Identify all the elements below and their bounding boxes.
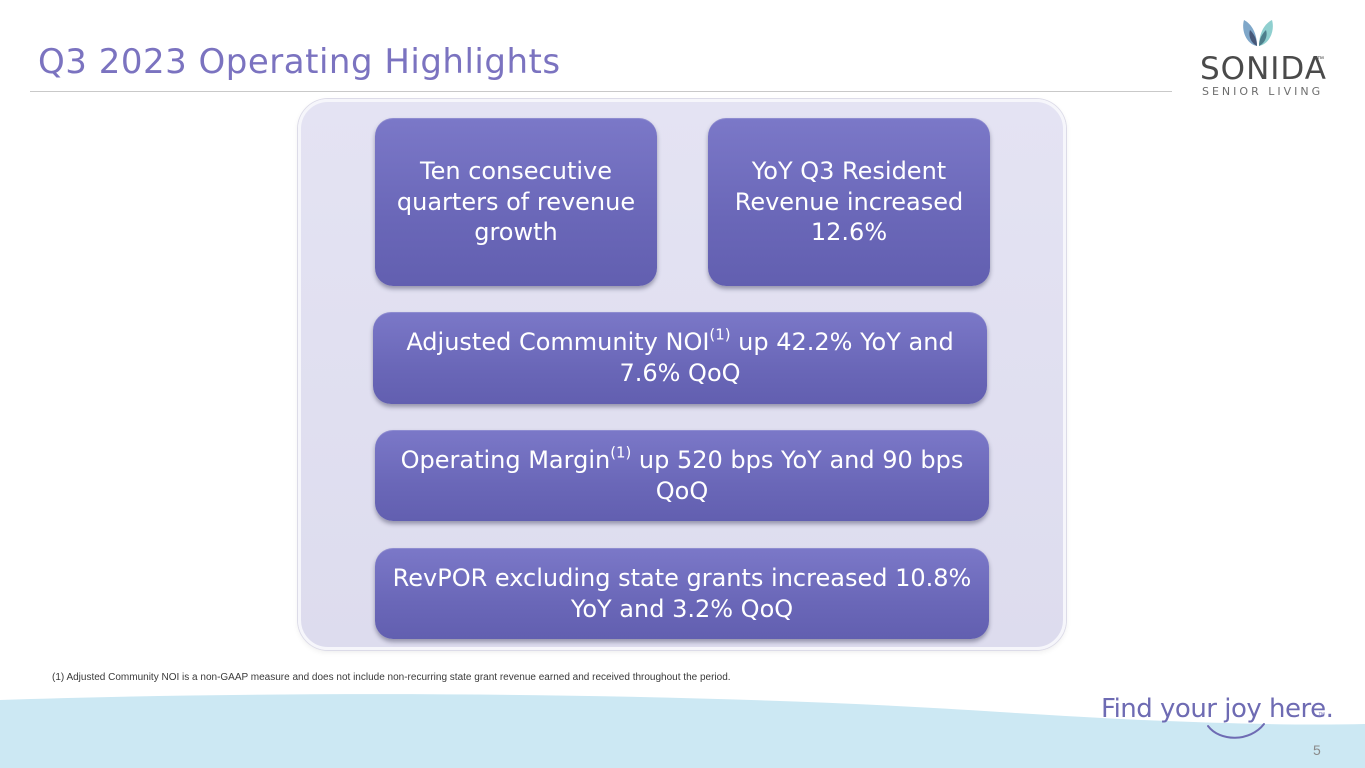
footnote: (1) Adjusted Community NOI is a non-GAAP… <box>52 672 731 683</box>
title-divider <box>30 91 1172 92</box>
tagline-trademark: ™ <box>1318 712 1325 719</box>
decorative-wave <box>0 694 1365 768</box>
highlight-adjusted-noi-text: Adjusted Community NOI(1) up 42.2% YoY a… <box>406 325 954 387</box>
highlight-revpor: RevPOR excluding state grants increased … <box>375 548 989 639</box>
footnote-marker: (1) <box>610 443 632 462</box>
page-title: Q3 2023 Operating Highlights <box>38 42 561 82</box>
highlight-resident-revenue-text: YoY Q3 Resident Revenue increased 12.6% <box>734 156 964 247</box>
highlight-resident-revenue: YoY Q3 Resident Revenue increased 12.6% <box>708 118 990 286</box>
company-logo: SONIDA ™ SENIOR LIVING <box>1196 16 1330 100</box>
tagline: Find your joy here. <box>1101 694 1334 724</box>
butterfly-icon <box>1243 20 1273 46</box>
highlight-operating-margin: Operating Margin(1) up 520 bps YoY and 9… <box>375 430 989 521</box>
highlight-revenue-growth-text: Ten consecutive quarters of revenue grow… <box>396 156 636 247</box>
logo-trademark: ™ <box>1317 56 1324 63</box>
highlight-revenue-growth: Ten consecutive quarters of revenue grow… <box>375 118 657 286</box>
logo-subtitle: SENIOR LIVING <box>1202 85 1324 98</box>
highlight-adjusted-noi: Adjusted Community NOI(1) up 42.2% YoY a… <box>373 312 987 404</box>
logo-wordmark: SONIDA <box>1200 51 1327 87</box>
footnote-marker: (1) <box>709 325 731 344</box>
page-number: 5 <box>1313 742 1321 758</box>
highlight-revpor-text: RevPOR excluding state grants increased … <box>392 563 972 623</box>
smile-swoosh-icon <box>1207 723 1265 739</box>
highlight-operating-margin-text: Operating Margin(1) up 520 bps YoY and 9… <box>400 443 964 505</box>
